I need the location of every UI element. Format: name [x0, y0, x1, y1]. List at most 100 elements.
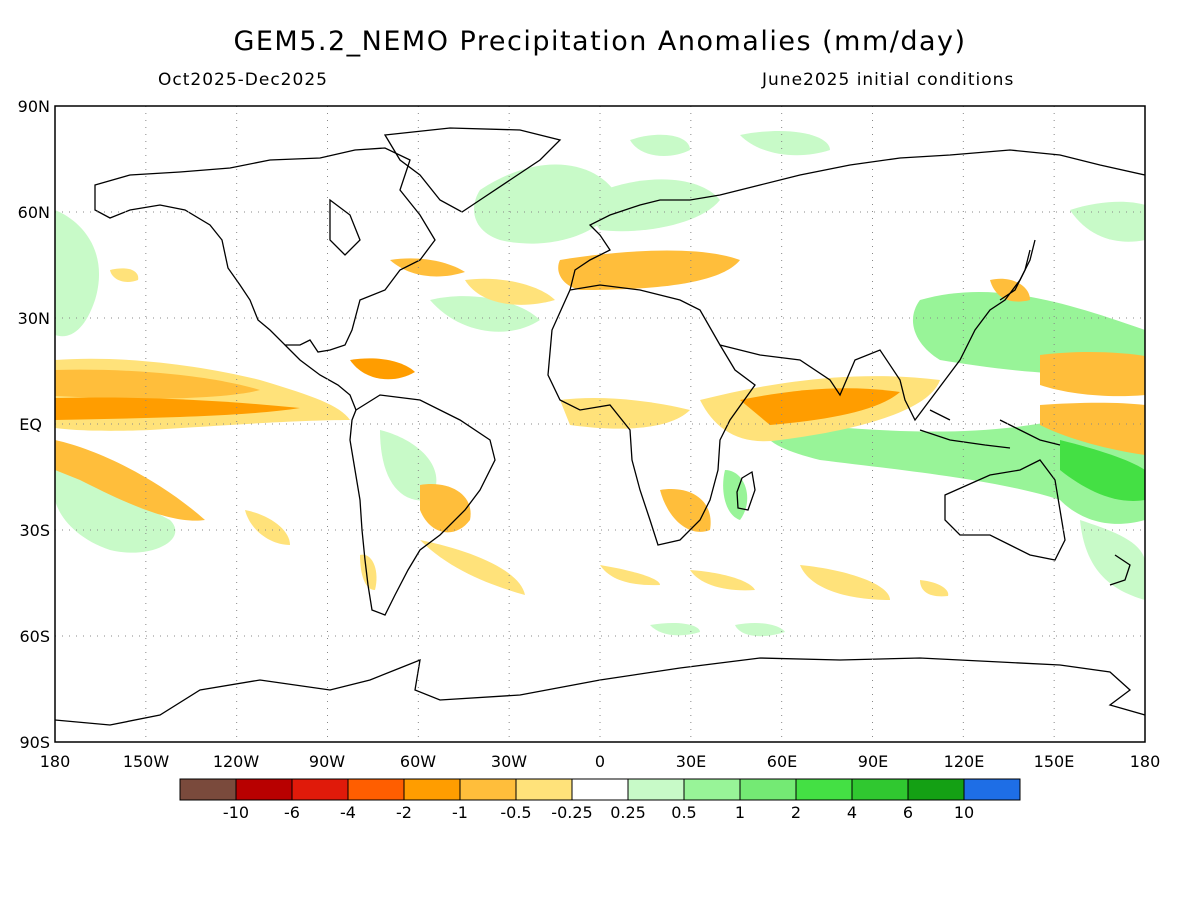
lon-label: 60E	[767, 752, 797, 771]
colorbar-swatch	[459, 778, 517, 801]
colorbar-swatch	[739, 778, 797, 801]
wet-anomaly-area	[630, 134, 690, 156]
japan-coast	[999, 249, 1031, 301]
wet-anomaly-area	[735, 622, 785, 637]
australia-coast	[944, 459, 1066, 561]
colorbar-label: -6	[284, 803, 300, 822]
colorbar-swatch	[403, 778, 461, 801]
dry-anomaly-area	[420, 484, 471, 533]
greenland-coast	[383, 127, 562, 213]
wet-anomaly-area	[474, 164, 620, 244]
colorbar-label: 4	[847, 803, 857, 822]
dry-anomaly-area	[660, 489, 711, 532]
gridlines	[55, 106, 1145, 742]
latitude-labels: 90N 60N 30N EQ 30S 60S 90S	[18, 97, 50, 752]
initial-conditions: June2025 initial conditions	[762, 70, 1015, 90]
wet-anomaly-area	[1080, 520, 1145, 600]
africa-coast	[547, 284, 756, 546]
colorbar-label: 2	[791, 803, 801, 822]
longitude-labels: 180 150W 120W 90W 60W 30W 0 30E 60E 90E …	[40, 752, 1161, 771]
wet-anomaly-area	[723, 470, 748, 520]
dry-anomaly-area	[600, 565, 660, 586]
colorbar-swatch	[515, 778, 573, 801]
colorbar-swatch	[627, 778, 685, 801]
lat-label-30n: 30N	[18, 309, 50, 328]
colorbar-swatch	[571, 778, 629, 801]
dry-anomaly-area	[800, 565, 890, 600]
colorbar-label: 0.5	[671, 803, 696, 822]
colorbar-label: 1	[735, 803, 745, 822]
colorbar-label: 6	[903, 803, 913, 822]
lat-label-60s: 60S	[19, 627, 50, 646]
colorbar-label: -0.25	[551, 803, 592, 822]
lon-label: 150W	[123, 752, 170, 771]
lon-label: 180	[40, 752, 71, 771]
dry-anomaly-area	[465, 278, 555, 305]
anomaly-field	[55, 130, 1145, 637]
forecast-period: Oct2025-Dec2025	[158, 70, 328, 90]
dry-anomaly-area	[690, 570, 755, 591]
dry-anomaly-area	[55, 369, 260, 399]
wet-anomaly-area	[55, 210, 100, 337]
dry-anomaly-area	[740, 388, 900, 425]
colorbar-label: -0.5	[500, 803, 531, 822]
wet-anomaly-area	[1060, 440, 1145, 501]
lon-label: 120E	[944, 752, 985, 771]
dry-anomaly-area	[920, 580, 949, 597]
colorbar-swatch	[291, 778, 349, 801]
europe-coast	[569, 149, 1145, 291]
lat-label-30s: 30S	[19, 521, 50, 540]
dry-anomaly-area	[110, 268, 139, 282]
lon-label: 30W	[491, 752, 527, 771]
dry-anomaly-area	[55, 397, 300, 420]
lon-label: 90E	[858, 752, 888, 771]
lat-label-90n: 90N	[18, 97, 50, 116]
dry-anomaly-area	[245, 510, 290, 545]
wet-anomaly-area	[380, 430, 437, 501]
colorbar-swatch	[795, 778, 853, 801]
colorbar-label: -2	[396, 803, 412, 822]
wet-anomaly-area	[760, 410, 1145, 524]
lon-label: 150E	[1034, 752, 1075, 771]
colorbar-label: -10	[223, 803, 249, 822]
map-title: GEM5.2_NEMO Precipitation Anomalies (mm/…	[233, 26, 967, 57]
colorbar-label: -1	[452, 803, 468, 822]
coastlines	[55, 127, 1145, 726]
colorbar-label: 10	[954, 803, 974, 822]
map-frame	[54, 105, 1146, 743]
colorbar-label: 0.25	[610, 803, 646, 822]
wet-anomaly-area	[650, 622, 700, 636]
lon-label: 180	[1130, 752, 1161, 771]
wet-anomaly-area	[1070, 201, 1145, 242]
dry-anomaly-area	[558, 250, 740, 290]
asia-south-coast	[719, 239, 1036, 422]
dry-anomaly-area	[350, 358, 415, 380]
lon-label: 60W	[400, 752, 436, 771]
wet-anomaly-area	[430, 296, 540, 332]
antarctica-coast	[55, 657, 1145, 726]
lat-label-90s: 90S	[19, 733, 50, 752]
wet-anomaly-area	[740, 130, 830, 156]
dry-anomaly-area	[990, 278, 1030, 302]
dry-anomaly-area	[420, 540, 525, 595]
north-america-coast	[94, 147, 436, 353]
colorbar-swatch	[963, 778, 1021, 801]
colorbar-swatch	[851, 778, 909, 801]
colorbar-swatch	[235, 778, 293, 801]
dry-anomaly-area	[1040, 402, 1145, 455]
central-america-coast	[284, 344, 357, 411]
colorbar-swatch	[683, 778, 741, 801]
hudson-bay-coast	[329, 198, 361, 256]
lat-label-60n: 60N	[18, 203, 50, 222]
indonesia-coast	[919, 409, 1061, 449]
colorbar-swatch	[347, 778, 405, 801]
lon-label: 90W	[309, 752, 345, 771]
dry-anomaly-area	[1040, 352, 1145, 397]
wet-anomaly-area	[580, 179, 720, 232]
dry-anomaly-area	[560, 398, 690, 429]
madagascar-coast	[736, 470, 756, 511]
lat-label-eq: EQ	[19, 415, 42, 434]
dry-anomalies	[55, 250, 1145, 600]
dry-anomaly-area	[55, 440, 205, 521]
